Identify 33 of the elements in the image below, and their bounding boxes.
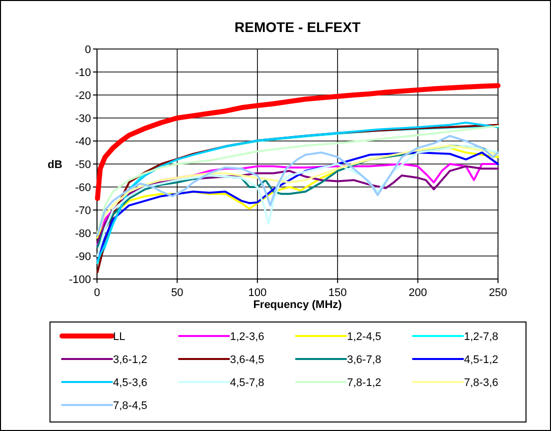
y-tick-label: -80 [75, 228, 91, 240]
legend-label: 4,5-3,6 [113, 376, 148, 389]
x-axis-title: Frequency (MHz) [253, 299, 342, 311]
legend-label: 1,2-3,6 [230, 330, 264, 343]
y-tick-label: -20 [75, 90, 91, 102]
legend-label: 7,8-1,2 [347, 376, 382, 389]
y-tick-label: -60 [75, 182, 91, 194]
legend-label: 3,6-4,5 [230, 354, 264, 366]
y-tick-label: 0 [84, 44, 91, 56]
chart-title: REMOTE - ELFEXT [234, 19, 361, 35]
x-tick-label: 250 [488, 287, 508, 299]
y-tick-label: -10 [75, 66, 91, 79]
legend-label: 4,5-1,2 [464, 354, 498, 366]
x-tick-label: 150 [328, 287, 347, 299]
legend-label: 4,5-7,8 [230, 376, 264, 389]
x-tick-label: 50 [171, 287, 184, 299]
legend-label: 1,2-7,8 [464, 330, 498, 343]
legend-label: 3,6-1,2 [113, 354, 148, 366]
y-tick-label: -70 [75, 204, 91, 217]
legend-label: LL [113, 330, 126, 343]
y-tick-label: -30 [75, 112, 91, 125]
x-tick-label: 100 [248, 287, 267, 299]
x-tick-label: 200 [408, 287, 427, 299]
y-tick-label: -100 [68, 274, 91, 286]
y-tick-label: -40 [75, 136, 91, 148]
x-tick-label: 0 [94, 287, 100, 299]
legend-label: 1,2-4,5 [347, 330, 382, 343]
legend-label: 7,8-4,5 [113, 400, 148, 412]
legend-label: 7,8-3,6 [464, 376, 498, 389]
y-tick-label: -90 [75, 250, 91, 263]
legend-label: 3,6-7,8 [347, 354, 382, 366]
y-tick-label: -50 [75, 158, 91, 171]
y-axis-title: dB [48, 158, 62, 171]
